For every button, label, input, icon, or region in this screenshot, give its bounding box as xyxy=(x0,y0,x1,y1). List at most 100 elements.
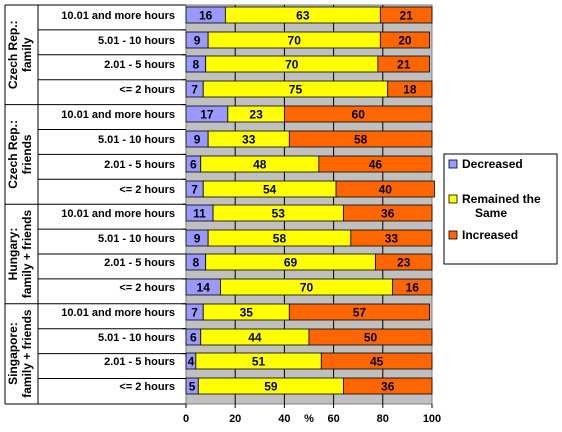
x-tick-label: 0 xyxy=(183,413,189,425)
segment-label: 7 xyxy=(191,183,198,197)
segment-label: 70 xyxy=(288,34,302,48)
bar-segment xyxy=(308,328,433,346)
segment-label: 4 xyxy=(188,355,195,369)
category-label: 5.01 - 10 hours xyxy=(98,35,175,47)
bar-segment xyxy=(377,55,430,73)
category-label: 2.01 - 5 hours xyxy=(104,159,175,171)
bar-segment xyxy=(343,204,433,222)
segment-label: 14 xyxy=(197,281,211,295)
legend: Decreased Remained the Same Increased xyxy=(443,153,558,265)
group-label: Czech Rep.:friends xyxy=(6,120,34,189)
legend-swatch xyxy=(448,159,458,169)
segment-label: 9 xyxy=(194,232,201,246)
segment-label: 44 xyxy=(248,331,262,345)
category-label: 5.01 - 10 hours xyxy=(98,332,175,344)
legend-label: Increased xyxy=(462,228,518,242)
segment-label: 20 xyxy=(398,34,412,48)
x-axis: 0 20 40 60 80 100% xyxy=(183,404,441,425)
segment-label: 8 xyxy=(192,58,199,72)
bar-segment xyxy=(379,31,430,49)
category-label: 2.01 - 5 hours xyxy=(104,257,175,269)
legend-label: Decreased xyxy=(462,157,523,171)
category-labels: 10.01 and more hours 5.01 - 10 hours 2.01 … xyxy=(61,10,175,393)
segment-label: 21 xyxy=(399,9,413,23)
segment-label: 9 xyxy=(194,34,201,48)
segment-label: 58 xyxy=(354,133,368,147)
segment-label: 53 xyxy=(272,207,286,221)
segment-label: 33 xyxy=(242,133,256,147)
segment-label: 59 xyxy=(264,380,278,394)
category-label: 2.01 - 5 hours xyxy=(104,59,175,71)
x-axis-label: % xyxy=(304,413,314,425)
category-label: 10.01 and more hours xyxy=(61,109,175,121)
segment-label: 40 xyxy=(379,183,393,197)
bar-segment xyxy=(335,180,435,198)
segment-label: 57 xyxy=(353,306,367,320)
legend-swatch xyxy=(448,194,458,204)
segment-label: 6 xyxy=(190,158,197,172)
segment-label: 70 xyxy=(285,58,299,72)
legend-swatch xyxy=(448,230,458,240)
category-label: 5.01 - 10 hours xyxy=(98,134,175,146)
bars xyxy=(185,6,435,395)
segment-label: 70 xyxy=(300,281,314,295)
category-label: <= 2 hours xyxy=(119,381,175,393)
segment-label: 8 xyxy=(192,256,199,270)
segment-label: 54 xyxy=(263,183,277,197)
category-label: 10.01 and more hours xyxy=(61,10,175,22)
segment-label: 35 xyxy=(240,306,254,320)
segment-label: 45 xyxy=(370,355,384,369)
segment-label: 51 xyxy=(252,355,266,369)
segment-label: 16 xyxy=(199,9,213,23)
segment-label: 48 xyxy=(253,158,267,172)
segment-label: 21 xyxy=(397,58,411,72)
segment-label: 9 xyxy=(194,133,201,147)
legend-label: Remained the Same xyxy=(462,192,541,220)
bar-segment xyxy=(288,130,433,148)
bar-segment xyxy=(350,229,433,247)
bar-segment xyxy=(283,105,433,123)
segment-label: 50 xyxy=(364,331,378,345)
segment-label: 11 xyxy=(193,207,206,221)
segment-label: 18 xyxy=(403,83,417,97)
bar-segment xyxy=(387,80,433,98)
bar-segment xyxy=(392,278,433,296)
category-label: <= 2 hours xyxy=(119,282,175,294)
segment-label: 17 xyxy=(200,108,214,122)
group-label: Singapore:family + friends xyxy=(6,309,34,398)
segment-label: 23 xyxy=(249,108,263,122)
category-label: <= 2 hours xyxy=(119,84,175,96)
group-label: Czech Rep.:family xyxy=(6,20,34,89)
category-label: 2.01 - 5 hours xyxy=(104,356,175,368)
segment-label: 46 xyxy=(369,158,383,172)
x-tick-label: 20 xyxy=(229,413,241,425)
segment-label: 69 xyxy=(284,256,298,270)
group-labels: Czech Rep.:family Czech Rep.:friends Hunga… xyxy=(4,4,186,405)
segment-label: 33 xyxy=(385,232,399,246)
segment-label: 5 xyxy=(189,380,196,394)
segment-label: 23 xyxy=(397,256,411,270)
category-label: 10.01 and more hours xyxy=(61,307,175,319)
bar-segment xyxy=(320,352,433,370)
bar-segment xyxy=(379,6,433,24)
x-tick-label: 60 xyxy=(327,413,339,425)
category-label: <= 2 hours xyxy=(119,184,175,196)
segment-label: 36 xyxy=(381,380,395,394)
bar-segment xyxy=(288,303,430,321)
bar-segment xyxy=(343,377,433,395)
x-tick-label: 40 xyxy=(278,413,290,425)
segment-label: 7 xyxy=(191,306,198,320)
segment-label: 58 xyxy=(273,232,287,246)
segment-label: 36 xyxy=(381,207,395,221)
bar-segment xyxy=(375,253,433,271)
legend-box xyxy=(443,153,558,265)
segment-label: 63 xyxy=(296,9,310,23)
group-label: Hungary:family + friends xyxy=(6,209,34,298)
x-tick-label: 80 xyxy=(377,413,389,425)
bar-segment xyxy=(318,155,433,173)
category-label: 10.01 and more hours xyxy=(61,208,175,220)
segment-label: 75 xyxy=(289,83,303,97)
segment-label: 16 xyxy=(406,281,420,295)
